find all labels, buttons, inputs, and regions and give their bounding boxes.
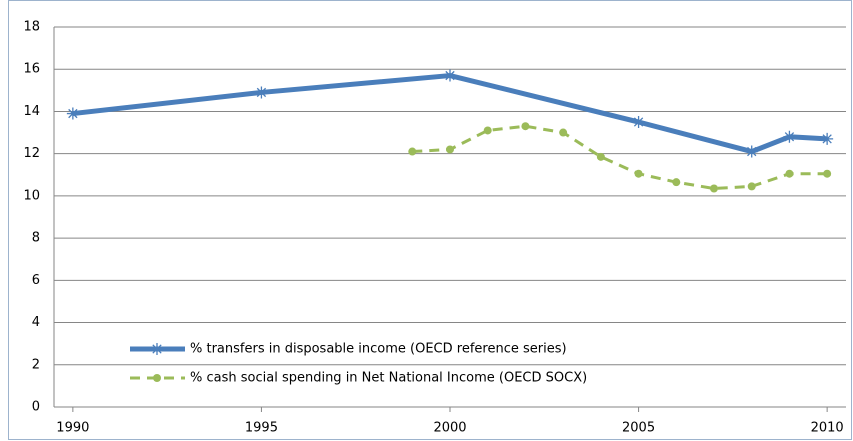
circle-marker bbox=[521, 122, 530, 131]
y-tick-label: 2 bbox=[32, 357, 40, 372]
legend: % transfers in disposable income (OECD r… bbox=[130, 342, 587, 386]
y-tick-label: 0 bbox=[32, 400, 40, 415]
y-tick-label: 14 bbox=[23, 104, 40, 119]
x-tick-label: 2010 bbox=[811, 421, 844, 436]
x-tick-label: 2000 bbox=[433, 421, 466, 436]
circle-marker bbox=[785, 169, 794, 178]
chart-frame bbox=[8, 0, 852, 440]
circle-marker bbox=[559, 128, 568, 137]
circle-marker bbox=[483, 126, 492, 135]
x-tick-label: 1990 bbox=[56, 421, 89, 436]
circle-marker bbox=[408, 147, 417, 156]
star-marker bbox=[444, 69, 456, 82]
series-line bbox=[412, 124, 828, 190]
circle-marker bbox=[710, 184, 718, 193]
circle-marker bbox=[596, 152, 605, 161]
legend-marker bbox=[151, 343, 163, 355]
star-marker bbox=[255, 86, 268, 99]
circle-marker bbox=[747, 182, 756, 191]
y-tick-label: 16 bbox=[23, 62, 40, 77]
legend-label: % transfers in disposable income (OECD r… bbox=[190, 342, 567, 357]
star-marker bbox=[745, 145, 758, 158]
y-tick-label: 12 bbox=[23, 146, 40, 161]
circle-marker bbox=[446, 145, 454, 154]
circle-marker bbox=[634, 169, 643, 178]
y-tick-label: 4 bbox=[32, 315, 40, 330]
y-tick-label: 6 bbox=[32, 273, 40, 288]
legend-marker bbox=[153, 374, 161, 382]
series-line bbox=[72, 73, 828, 155]
star-marker bbox=[66, 107, 79, 120]
y-tick-label: 10 bbox=[23, 188, 40, 203]
circle-marker bbox=[672, 178, 681, 187]
circle-marker bbox=[823, 169, 832, 178]
star-marker bbox=[632, 116, 645, 128]
y-tick-label: 18 bbox=[23, 20, 40, 35]
legend-label: % cash social spending in Net National I… bbox=[190, 371, 587, 386]
y-tick-label: 8 bbox=[32, 231, 40, 246]
star-marker bbox=[783, 130, 796, 143]
x-tick-label: 1995 bbox=[245, 421, 278, 436]
x-tick-label: 2005 bbox=[622, 421, 655, 436]
star-marker bbox=[821, 132, 834, 145]
